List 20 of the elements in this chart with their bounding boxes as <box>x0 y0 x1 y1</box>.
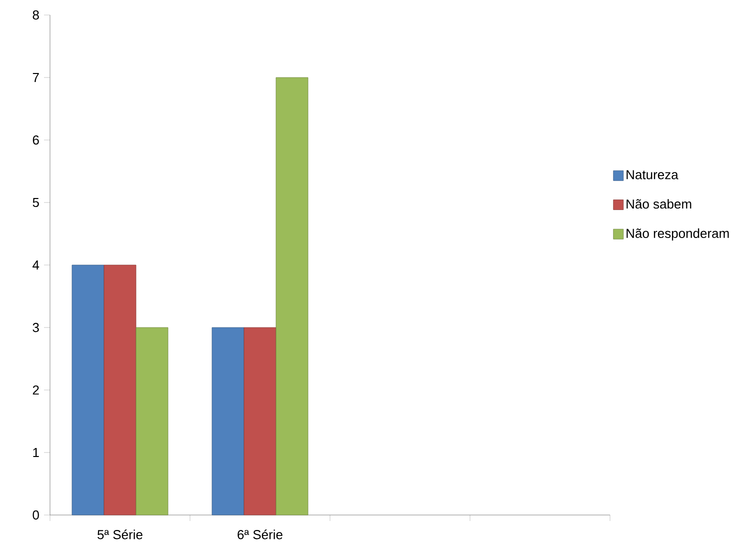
y-tick-label: 0 <box>32 510 39 520</box>
x-tick-label: 5ª Série <box>98 530 142 540</box>
bar <box>276 77 308 516</box>
y-tick-label: 3 <box>32 322 39 332</box>
x-tick-label: 6ª Série <box>238 530 282 540</box>
bar <box>212 327 244 516</box>
y-tick-label: 6 <box>32 135 39 145</box>
bar <box>136 327 168 516</box>
bar <box>72 264 104 516</box>
y-tick-label: 7 <box>32 73 39 82</box>
y-tick-label: 4 <box>32 260 40 270</box>
y-tick-label: 1 <box>33 448 39 457</box>
bar <box>104 264 136 516</box>
y-tick-label: 8 <box>32 10 39 20</box>
y-tick-label: 2 <box>32 385 39 395</box>
y-tick-label: 5 <box>32 198 39 208</box>
bar <box>244 327 276 516</box>
legend-label: Não responderam <box>626 228 729 241</box>
legend-label: Natureza <box>626 170 678 180</box>
legend-label: Não sabem <box>626 199 692 209</box>
